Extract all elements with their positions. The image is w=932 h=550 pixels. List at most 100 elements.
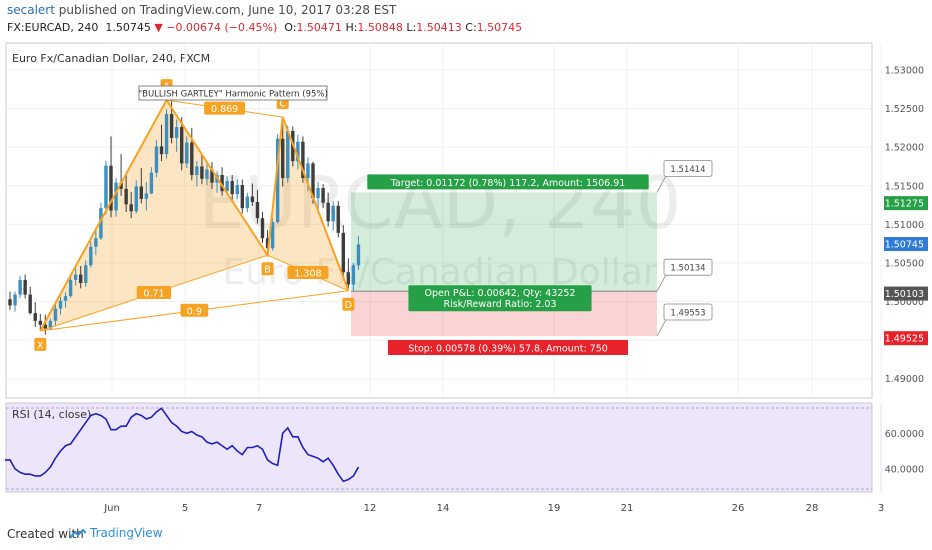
candle bbox=[260, 218, 265, 239]
open-value: 1.50471 bbox=[296, 21, 342, 34]
author-link[interactable]: secalert bbox=[7, 3, 55, 17]
pattern-point-label: D bbox=[345, 300, 352, 311]
candle bbox=[164, 114, 169, 155]
candle bbox=[200, 166, 204, 179]
price-tick-label: 1.52000 bbox=[885, 143, 924, 154]
high-value: 1.50848 bbox=[357, 21, 403, 34]
price-tick-label: 1.51500 bbox=[885, 181, 924, 192]
candle bbox=[326, 202, 330, 222]
rsi-tick-label: 60.0000 bbox=[885, 429, 924, 440]
price-tag-label: 1.50745 bbox=[885, 240, 924, 251]
pattern-ratio-badge bbox=[136, 286, 172, 300]
candle bbox=[331, 205, 335, 222]
candle bbox=[149, 172, 154, 194]
rsi-title: RSI (14, close) bbox=[12, 408, 91, 421]
candle bbox=[114, 182, 118, 211]
low-value: 1.50413 bbox=[416, 21, 462, 34]
candle bbox=[38, 320, 42, 325]
candle bbox=[275, 138, 280, 223]
level-tag-label: 1.51414 bbox=[670, 165, 705, 175]
candle bbox=[18, 279, 22, 295]
price-chart[interactable]: Euro Fx/Canadian Dollar, 240, FXCM EURCA… bbox=[0, 40, 932, 517]
candle bbox=[154, 146, 159, 173]
open-label: O: bbox=[284, 21, 297, 34]
candle bbox=[23, 279, 27, 295]
candle bbox=[195, 166, 199, 175]
candle bbox=[245, 196, 250, 209]
time-tick-label: 12 bbox=[364, 503, 377, 514]
chart-area[interactable]: Euro Fx/Canadian Dollar, 240, FXCM EURCA… bbox=[0, 40, 932, 517]
price-change: −0.00674 (−0.45%) bbox=[166, 21, 278, 34]
rsi-line bbox=[4, 407, 360, 483]
pnl-box bbox=[408, 285, 592, 312]
price-tick-label: 1.52500 bbox=[885, 104, 924, 115]
candle bbox=[230, 181, 234, 195]
level-tag-label: 1.49553 bbox=[670, 309, 705, 319]
candle bbox=[205, 169, 209, 179]
pnl-label: Open P&L: 0.00642, Qty: 43252 bbox=[425, 288, 576, 299]
candle bbox=[68, 279, 73, 297]
candle bbox=[89, 246, 93, 266]
price-tag-label: 1.50103 bbox=[885, 289, 924, 300]
time-tick-label: 3 bbox=[878, 503, 884, 514]
candle bbox=[73, 274, 78, 280]
candle bbox=[250, 196, 255, 202]
target-label-box bbox=[367, 174, 649, 190]
candle bbox=[356, 244, 361, 266]
candle bbox=[129, 204, 133, 212]
candle bbox=[296, 141, 300, 162]
candle bbox=[185, 142, 189, 164]
candle bbox=[235, 185, 239, 195]
pane-title: Euro Fx/Canadian Dollar, 240, FXCM bbox=[12, 52, 210, 65]
price-tag-box bbox=[884, 331, 928, 346]
candle bbox=[351, 265, 356, 285]
candle bbox=[63, 296, 68, 301]
candle bbox=[84, 265, 88, 284]
price-pane[interactable] bbox=[5, 42, 873, 399]
pattern-point-label: X bbox=[37, 340, 44, 351]
pattern-ratio-badge bbox=[204, 101, 246, 115]
price-tick-label: 1.50000 bbox=[885, 297, 924, 308]
price-tag-box bbox=[884, 196, 928, 211]
price-tick-label: 1.49000 bbox=[885, 374, 924, 385]
candle bbox=[286, 130, 290, 179]
candle bbox=[28, 294, 32, 314]
low-label: L: bbox=[406, 21, 417, 34]
candle bbox=[281, 138, 285, 179]
candle bbox=[104, 165, 108, 209]
candle bbox=[109, 165, 113, 211]
footer: Created with TradingView bbox=[0, 520, 932, 550]
rsi-pane[interactable] bbox=[5, 402, 873, 493]
pattern-point-badge bbox=[261, 262, 274, 276]
candle bbox=[306, 163, 310, 179]
candle bbox=[48, 320, 53, 329]
candle bbox=[265, 238, 270, 249]
price-tag-box bbox=[884, 286, 928, 301]
candle bbox=[336, 205, 340, 233]
candle bbox=[240, 185, 244, 209]
pattern-label-box bbox=[138, 85, 328, 101]
candle bbox=[53, 308, 58, 321]
candle bbox=[99, 208, 103, 239]
pattern-point-badge bbox=[342, 297, 355, 311]
brand-name: TradingView bbox=[90, 526, 163, 540]
symbol-label: FX:EURCAD, 240 bbox=[7, 21, 99, 34]
candle bbox=[225, 181, 229, 192]
time-tick-label: 19 bbox=[548, 503, 561, 514]
candle bbox=[43, 324, 48, 329]
pattern-ratio-badge bbox=[287, 265, 329, 279]
price-tick-label: 1.53000 bbox=[885, 66, 924, 77]
rsi-tick-label: 40.0000 bbox=[885, 464, 924, 475]
candle bbox=[346, 272, 351, 285]
high-label: H: bbox=[345, 21, 358, 34]
tradingview-link[interactable]: TradingView bbox=[70, 526, 163, 540]
time-tick-label: 21 bbox=[621, 503, 634, 514]
publish-info: published on TradingView.com, June 10, 2… bbox=[58, 3, 397, 17]
level-tag-box bbox=[663, 258, 713, 276]
candle bbox=[270, 222, 275, 249]
level-tag-box bbox=[663, 160, 713, 177]
candle bbox=[139, 186, 143, 199]
pattern-triangle-xab bbox=[40, 100, 268, 331]
candle bbox=[169, 114, 174, 138]
candle bbox=[33, 313, 37, 321]
